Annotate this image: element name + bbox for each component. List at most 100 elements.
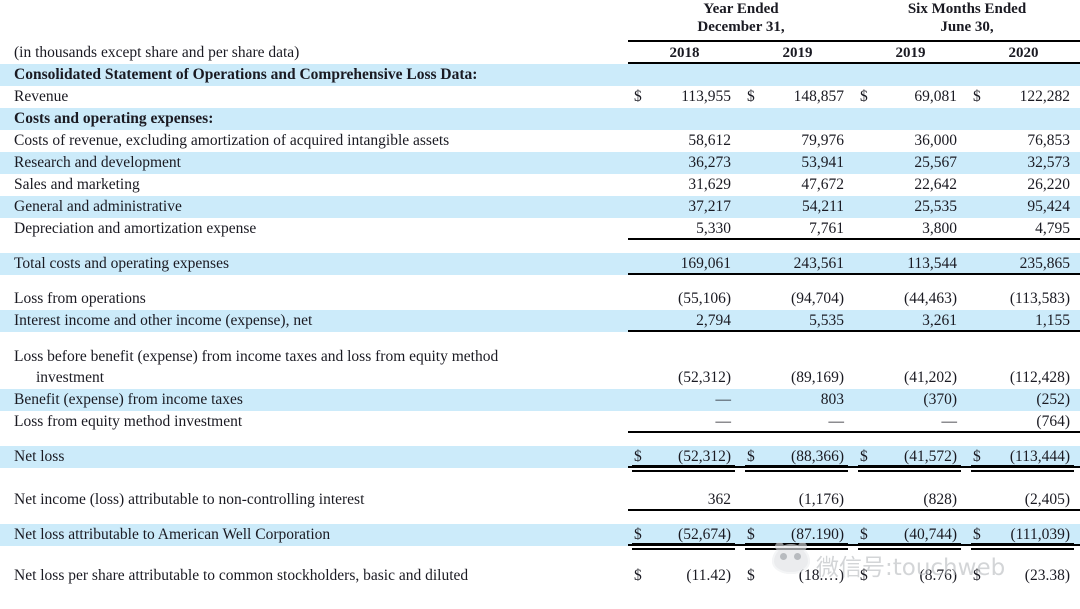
table-row: Depreciation and amortization expense 5,…: [0, 218, 1080, 240]
net-loss-per-share-2018: $ (11.42): [628, 565, 741, 587]
interest-income-2018: 2,794: [628, 310, 741, 332]
cost-of-revenue-2019-interim: 36,000: [854, 130, 967, 152]
row-label-equity-method-loss: Loss from equity method investment: [0, 411, 628, 433]
income-taxes-2018: —: [628, 389, 741, 411]
interest-income-2019-interim: 3,261: [854, 310, 967, 332]
row-label-income-taxes: Benefit (expense) from income taxes: [0, 389, 628, 411]
spacer-cell: [854, 511, 967, 524]
table-row: Net loss per share attributable to commo…: [0, 565, 1080, 587]
spacer-cell: [854, 559, 967, 565]
group-rule-six-months: [854, 36, 1080, 42]
spacer-cell: [0, 481, 628, 489]
row-label-total-costs: Total costs and operating expenses: [0, 253, 628, 275]
revenue-2018: $113,955: [628, 86, 741, 108]
research-development-2020-interim: 32,573: [967, 152, 1080, 174]
header-group-line1: Six Months Ended: [907, 1, 1027, 17]
table-row: Total costs and operating expenses 169,0…: [0, 253, 1080, 275]
row-label-research-development: Research and development: [0, 152, 628, 174]
cell-value: 69,081: [914, 88, 957, 105]
spacer-cell: [741, 332, 854, 345]
row-label-interest-income: Interest income and other income (expens…: [0, 310, 628, 332]
loss-from-operations-2020-interim: (113,583): [967, 288, 1080, 310]
spacer-cell: [0, 433, 628, 446]
spacer-cell: [967, 559, 1080, 565]
cell-value: (52,312): [678, 448, 731, 465]
spacer-cell: [0, 332, 628, 345]
equity-method-loss-2018: —: [628, 411, 741, 433]
total-costs-2018: 169,061: [628, 253, 741, 275]
currency-symbol: $: [747, 448, 755, 465]
spacer-cell: [854, 332, 967, 345]
research-development-2019-interim: 25,567: [854, 152, 967, 174]
currency-symbol: $: [634, 88, 642, 105]
table-row: Interest income and other income (expens…: [0, 310, 1080, 332]
header-years-row: (in thousands except share and per share…: [0, 42, 1080, 64]
column-header-2020-interim: 2020: [967, 42, 1080, 64]
empty-cell: [854, 345, 967, 367]
currency-symbol: $: [634, 567, 642, 584]
row-label-net-loss-per-share: Net loss per share attributable to commo…: [0, 565, 628, 587]
table-row: Research and development 36,273 53,941 2…: [0, 152, 1080, 174]
row-label-depreciation-amortization: Depreciation and amortization expense: [0, 218, 628, 240]
row-label-net-loss: Net loss: [0, 446, 628, 468]
cell-value: (111,039): [1010, 526, 1070, 543]
net-loss-2019-interim: $ (41,572): [854, 446, 967, 472]
sales-marketing-2019-interim: 22,642: [854, 174, 967, 196]
section-title-operations-row: Consolidated Statement of Operations and…: [0, 64, 1080, 86]
interest-income-2020-interim: 1,155: [967, 310, 1080, 332]
spacer-cell: [0, 240, 628, 253]
header-group-row: Year Ended December 31, Six Months Ended…: [0, 0, 1080, 36]
empty-cell: [967, 345, 1080, 367]
empty-cell: [741, 64, 854, 86]
section-title-operations: Consolidated Statement of Operations and…: [0, 64, 628, 86]
net-loss-2019: $ (88,366): [741, 446, 854, 472]
section-title-costs: Costs and operating expenses:: [0, 108, 628, 130]
table-row: Costs of revenue, excluding amortization…: [0, 130, 1080, 152]
empty-cell: [854, 108, 967, 130]
sales-marketing-2019: 47,672: [741, 174, 854, 196]
income-taxes-2020-interim: (252): [967, 389, 1080, 411]
column-header-2019-interim: 2019: [854, 42, 967, 64]
row-label-revenue: Revenue: [0, 86, 628, 108]
general-administrative-2018: 37,217: [628, 196, 741, 218]
header-rule-row: [0, 36, 1080, 42]
cell-value: 148,857: [793, 88, 844, 105]
table-row: Revenue $113,955 $148,857 $69,081 $122,2…: [0, 86, 1080, 108]
spacer-row: [0, 433, 1080, 446]
spacer-cell: [0, 468, 628, 481]
loss-from-operations-2019-interim: (44,463): [854, 288, 967, 310]
cell-value: (52,674): [678, 526, 731, 543]
empty-cell: [967, 108, 1080, 130]
row-label-loss-before-tax-line2: investment: [0, 367, 628, 389]
table-row: General and administrative 37,217 54,211…: [0, 196, 1080, 218]
total-costs-2019-interim: 113,544: [854, 253, 967, 275]
row-label-general-administrative: General and administrative: [0, 196, 628, 218]
header-group-line2: June 30,: [940, 19, 994, 35]
general-administrative-2020-interim: 95,424: [967, 196, 1080, 218]
net-loss-amwell-2020-interim: $ (111,039): [967, 524, 1080, 550]
sales-marketing-2020-interim: 26,220: [967, 174, 1080, 196]
row-label-loss-before-tax-line1: Loss before benefit (expense) from incom…: [0, 345, 628, 367]
loss-before-tax-2019-interim: (41,202): [854, 367, 967, 389]
spacer-cell: [741, 511, 854, 524]
row-label-sales-marketing: Sales and marketing: [0, 174, 628, 196]
empty-cell: [967, 64, 1080, 86]
empty-cell: [628, 108, 741, 130]
table-row: Net loss $ (52,312) $ (88,366) $ (41,572) $…: [0, 446, 1080, 472]
spacer-row: [0, 481, 1080, 489]
noncontrolling-interest-2020-interim: (2,405): [967, 489, 1080, 511]
spacer-cell: [967, 240, 1080, 253]
column-header-2018-annual: 2018: [628, 42, 741, 64]
table-row: Benefit (expense) from income taxes — 80…: [0, 389, 1080, 411]
cell-value: (11.42): [686, 567, 731, 584]
research-development-2018: 36,273: [628, 152, 741, 174]
table-row: investment (52,312) (89,169) (41,202) (1…: [0, 367, 1080, 389]
rule-spacer: [0, 36, 628, 42]
spacer-cell: [0, 559, 628, 565]
loss-from-operations-2018: (55,106): [628, 288, 741, 310]
spacer-row: [0, 511, 1080, 524]
spacer-cell: [628, 559, 741, 565]
spacer-cell: [628, 240, 741, 253]
currency-symbol: $: [747, 88, 755, 105]
spacer-cell: [854, 275, 967, 288]
